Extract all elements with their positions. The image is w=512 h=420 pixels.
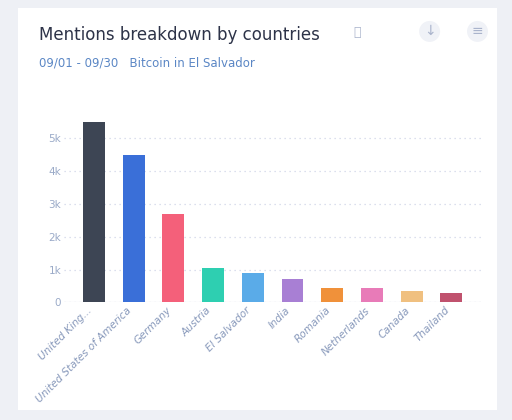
Bar [440,293,462,302]
Bar [322,288,343,302]
Text: ⓘ: ⓘ [353,26,360,39]
Text: Mentions breakdown by countries: Mentions breakdown by countries [39,26,321,45]
Text: ≡: ≡ [472,24,483,39]
Bar [242,273,264,302]
Bar [202,268,224,302]
Text: ↓: ↓ [424,24,435,39]
Bar [401,291,422,302]
Bar [123,155,144,302]
Bar [162,214,184,302]
Bar [282,279,304,302]
Bar [361,288,383,302]
Bar [83,122,105,302]
Text: 09/01 - 09/30   Bitcoin in El Salvador: 09/01 - 09/30 Bitcoin in El Salvador [39,57,255,70]
